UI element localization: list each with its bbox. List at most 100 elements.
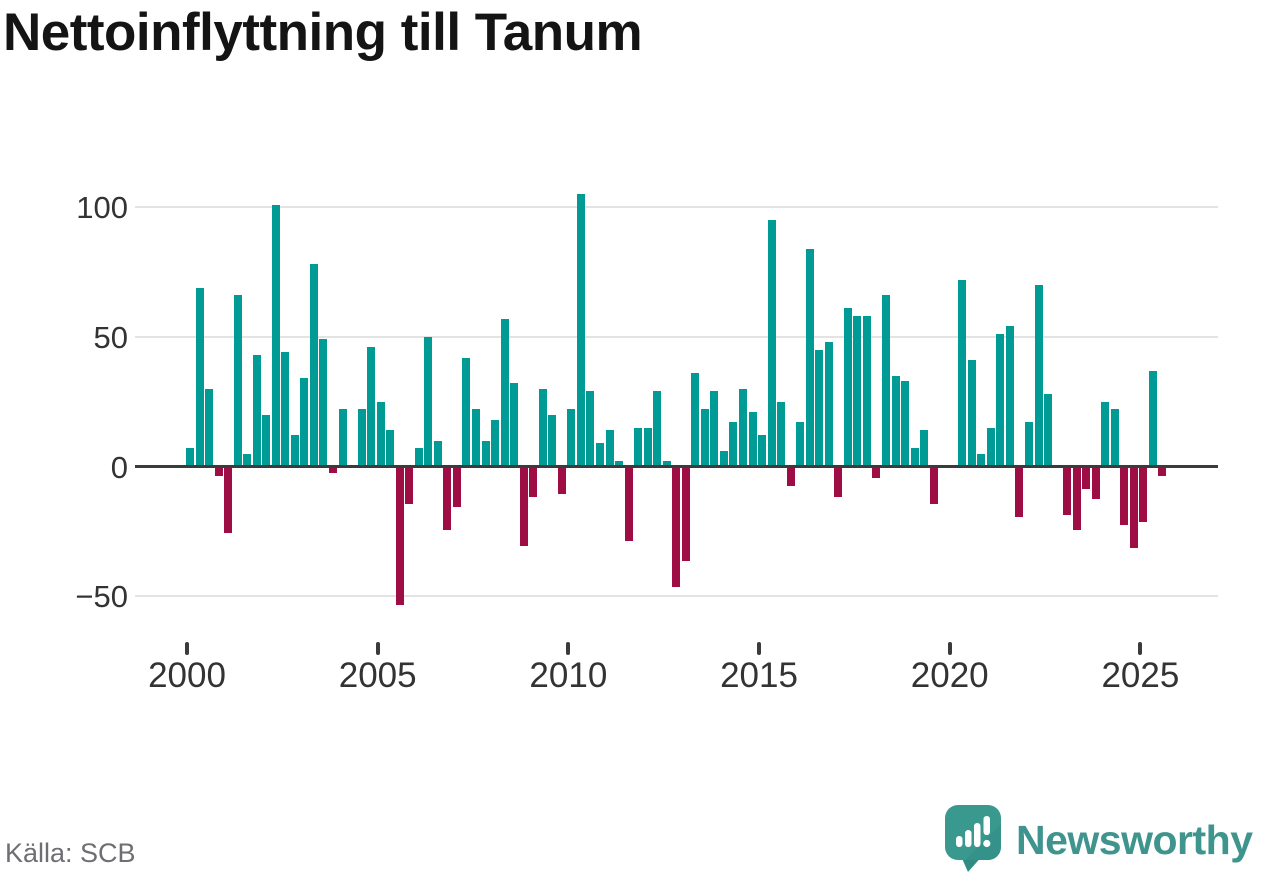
bar-2018-Q1 (872, 468, 881, 479)
bar-2008-Q3 (510, 383, 519, 467)
bar-2014-Q4 (748, 412, 757, 467)
bar-2009-Q2 (538, 388, 547, 467)
bar-2020-Q4 (977, 453, 986, 467)
y-axis-label: 0 (110, 449, 128, 485)
bar-2012-Q4 (672, 468, 681, 588)
y-axis-label: 100 (76, 190, 128, 226)
y-axis-label: 50 (93, 319, 128, 355)
bar-2000-Q1 (186, 448, 194, 467)
x-axis-label-2020: 2020 (910, 656, 989, 695)
bar-2001-Q3 (243, 453, 252, 467)
newsworthy-logo-text: Newsworthy (1016, 817, 1253, 863)
y-axis-label: −50 (75, 579, 128, 615)
bar-2024-Q3 (1120, 468, 1129, 526)
bar-2006-Q2 (424, 336, 433, 467)
bar-2014-Q1 (719, 450, 728, 467)
bar-2003-Q2 (309, 264, 318, 467)
bar-2015-Q2 (767, 220, 776, 467)
bar-2004-Q4 (367, 347, 376, 467)
zero-axis-line (135, 465, 1218, 468)
x-axis-label-2005: 2005 (338, 656, 417, 695)
bar-2006-Q4 (443, 468, 452, 531)
bar-2020-Q3 (967, 360, 976, 467)
bar-2008-Q4 (519, 468, 528, 546)
bar-2014-Q3 (738, 388, 747, 467)
bar-2023-Q1 (1063, 468, 1072, 515)
bar-2007-Q2 (462, 357, 471, 467)
x-tick-2025 (1138, 642, 1143, 655)
bar-2025-Q3 (1158, 468, 1167, 476)
bar-2010-Q4 (595, 443, 604, 467)
bar-2016-Q3 (815, 349, 824, 467)
bar-2002-Q2 (271, 204, 280, 467)
bar-2000-Q2 (195, 287, 204, 467)
bar-2004-Q1 (338, 409, 347, 467)
bar-2009-Q4 (557, 468, 566, 494)
bar-2002-Q1 (262, 414, 271, 467)
bar-2024-Q4 (1129, 468, 1138, 549)
x-axis-label-2010: 2010 (529, 656, 608, 695)
bar-2004-Q3 (357, 409, 366, 467)
bar-2002-Q3 (281, 352, 290, 467)
bar-2025-Q2 (1148, 370, 1157, 467)
bar-2007-Q4 (481, 440, 490, 467)
bar-2022-Q2 (1034, 284, 1043, 467)
gridline-50 (135, 335, 1218, 338)
bar-2006-Q3 (433, 440, 442, 467)
bar-2008-Q1 (491, 419, 500, 467)
bar-2013-Q1 (681, 468, 690, 562)
bar-2017-Q1 (834, 468, 843, 497)
bar-2019-Q2 (920, 430, 929, 467)
bar-2005-Q1 (376, 401, 385, 467)
bar-2017-Q3 (853, 316, 862, 467)
chart-title: Nettoinflyttning till Tanum (3, 3, 643, 62)
bar-2015-Q4 (786, 468, 795, 487)
bar-2021-Q1 (986, 427, 995, 467)
bar-2005-Q2 (386, 430, 395, 467)
bar-2022-Q3 (1044, 393, 1053, 467)
bar-2023-Q3 (1082, 468, 1091, 489)
bar-2017-Q2 (843, 308, 852, 467)
bar-2021-Q2 (996, 334, 1005, 467)
bar-2003-Q3 (319, 339, 328, 467)
bar-2024-Q1 (1101, 401, 1110, 467)
bar-2009-Q3 (548, 414, 557, 467)
bar-2015-Q1 (758, 435, 767, 467)
x-axis-label-2025: 2025 (1101, 656, 1180, 695)
gridline--50 (135, 595, 1218, 598)
bar-2013-Q2 (691, 373, 700, 467)
source-credit: Källa: SCB (5, 838, 136, 868)
bar-2023-Q4 (1091, 468, 1100, 500)
bar-2019-Q3 (929, 468, 938, 505)
bar-2024-Q2 (1110, 409, 1119, 467)
bar-2000-Q4 (214, 468, 223, 476)
bar-2007-Q3 (472, 409, 481, 467)
bar-2016-Q4 (824, 341, 833, 467)
bar-2010-Q1 (567, 409, 576, 467)
speech-bubble-bar-chart-icon (945, 805, 1001, 872)
bar-2018-Q4 (901, 380, 910, 467)
bar-2025-Q1 (1139, 468, 1148, 523)
bar-2003-Q1 (300, 378, 309, 467)
bar-2012-Q2 (653, 391, 662, 467)
bar-2006-Q1 (414, 448, 423, 467)
x-tick-2005 (375, 642, 380, 655)
bar-2001-Q2 (233, 295, 242, 467)
bar-2005-Q3 (395, 468, 404, 606)
bar-2017-Q4 (862, 316, 871, 467)
bar-2013-Q4 (710, 391, 719, 467)
bar-2018-Q3 (891, 375, 900, 467)
bar-2014-Q2 (729, 422, 738, 467)
bar-2018-Q2 (881, 295, 890, 467)
bar-2011-Q2 (615, 461, 624, 467)
newsworthy-logo: Newsworthy (944, 804, 1253, 876)
gridline-100 (135, 206, 1218, 209)
bar-2022-Q1 (1024, 422, 1033, 467)
bar-2016-Q2 (805, 248, 814, 467)
bar-2023-Q2 (1072, 468, 1081, 531)
bar-2021-Q3 (1005, 326, 1014, 467)
bar-2002-Q4 (290, 435, 299, 467)
x-axis-label-2000: 2000 (148, 656, 226, 695)
bar-2009-Q1 (529, 468, 538, 497)
